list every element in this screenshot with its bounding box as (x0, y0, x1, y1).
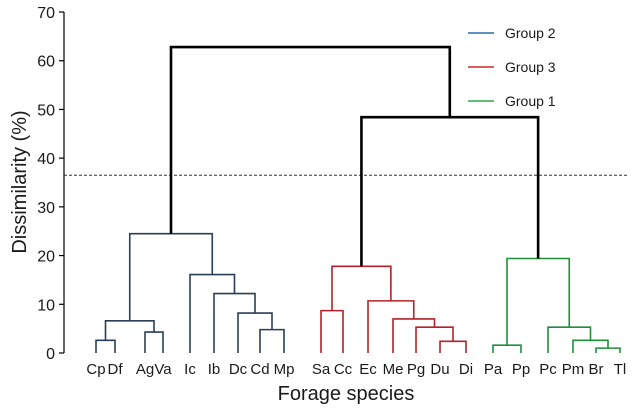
leaf-label: Tl (614, 361, 627, 378)
dendrogram-link (572, 339, 609, 353)
leaf-label: Ag (136, 361, 154, 378)
dendrogram-link (367, 300, 415, 353)
leaf-label: Cc (334, 361, 353, 378)
dendrogram-links (95, 45, 621, 353)
dendrogram-link (506, 257, 571, 346)
y-axis-title: Dissimilarity (%) (9, 110, 31, 253)
dendrogram-link (144, 331, 164, 353)
dendrogram-link (415, 326, 454, 353)
y-tick-label: 40 (37, 151, 55, 168)
y-tick-label: 50 (37, 102, 55, 119)
y-tick-label: 10 (37, 297, 55, 314)
leaf-label: Sa (312, 361, 331, 378)
leaf-label: Mp (274, 361, 295, 378)
leaf-label: Ic (184, 361, 196, 378)
dendrogram-link (492, 344, 522, 353)
dendrogram-link (320, 309, 344, 353)
legend-label: Group 1 (505, 93, 556, 109)
dendrogram-link (189, 273, 236, 353)
leaf-label: Br (589, 361, 604, 378)
dendrogram-link (392, 318, 436, 353)
x-axis-title: Forage species (278, 383, 415, 405)
legend-label: Group 3 (505, 59, 556, 75)
leaf-label: Dc (229, 361, 248, 378)
y-tick-label: 70 (37, 5, 55, 22)
legend-label: Group 2 (505, 25, 556, 41)
leaf-label: Du (430, 361, 449, 378)
leaf-label: Ec (359, 361, 377, 378)
dendrogram-link (360, 115, 540, 267)
leaf-label: Ib (208, 361, 221, 378)
dendrogram-link (104, 320, 155, 341)
leaf-label: Di (459, 361, 473, 378)
y-tick-label: 0 (46, 346, 55, 363)
leaf-label: Pm (562, 361, 585, 378)
dendrogram-link (259, 328, 285, 353)
dendrogram-link (95, 339, 116, 353)
leaf-label: Pp (512, 361, 530, 378)
leaf-label: Cp (86, 361, 105, 378)
dendrogram-link (439, 340, 467, 353)
y-tick-label: 20 (37, 249, 55, 266)
leaf-label: Pg (407, 361, 425, 378)
leaf-label: Me (383, 361, 404, 378)
leaf-label: Pc (539, 361, 557, 378)
y-axis: 0 10 20 30 40 50 60 70 (37, 5, 65, 363)
dendrogram-link (169, 45, 452, 234)
leaf-label: Df (108, 361, 124, 378)
dendrogram-link (595, 347, 621, 353)
dendrogram-link (128, 232, 214, 321)
dendrogram-link (213, 292, 256, 353)
leaf-labels: Cp Df Ag Va Ic Ib Dc Cd Mp Sa Cc Ec Me Pg Du Di Pa Pp Pc Pm… (86, 361, 626, 378)
legend: Group 2 Group 3 Group 1 (468, 25, 556, 109)
leaf-label: Cd (250, 361, 269, 378)
y-tick-label: 60 (37, 54, 55, 71)
dendrogram-link (237, 312, 273, 353)
dendrogram-link (331, 265, 392, 311)
leaf-label: Va (154, 361, 172, 378)
leaf-label: Pa (484, 361, 503, 378)
y-tick-label: 30 (37, 200, 55, 217)
